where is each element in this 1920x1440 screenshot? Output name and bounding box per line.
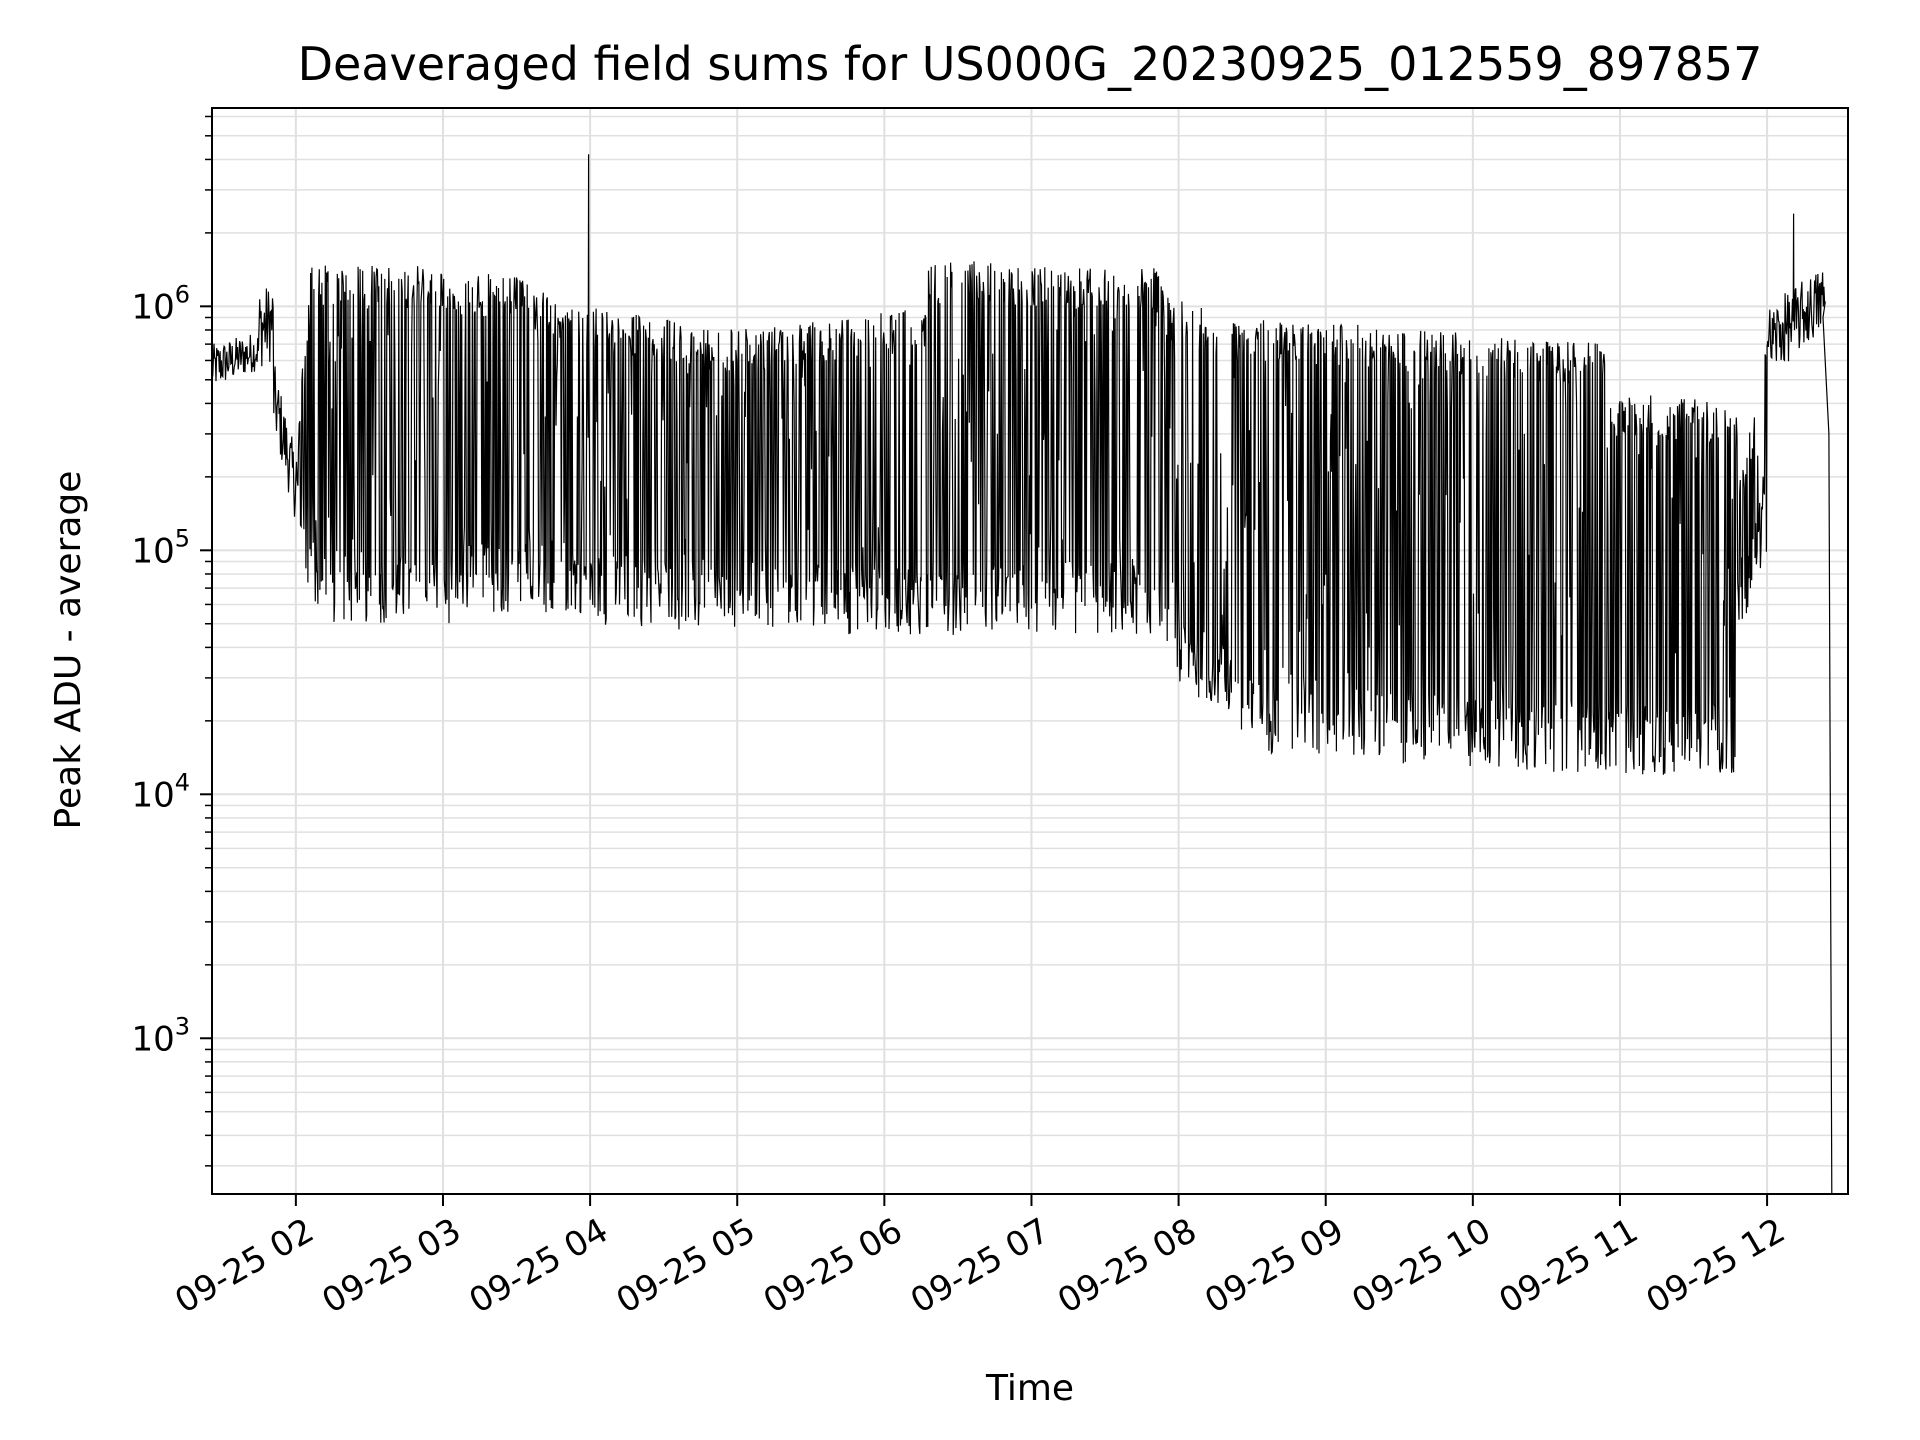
y-tick-label: 103 [131, 1012, 190, 1059]
y-tick-label: 106 [131, 280, 190, 327]
y-tick-label: 105 [131, 524, 190, 571]
y-tick-label: 104 [131, 768, 190, 815]
y-axis: 103 104 105 106 [131, 115, 212, 1167]
y-axis-label: Peak ADU - average [48, 471, 89, 830]
series-path [212, 154, 1833, 1194]
chart-title: Deaveraged field sums for US000G_2023092… [298, 37, 1763, 91]
series-line [212, 154, 1833, 1194]
x-axis-label: Time [985, 1368, 1074, 1409]
grid [212, 108, 1848, 1194]
plot-frame [211, 107, 1849, 1195]
